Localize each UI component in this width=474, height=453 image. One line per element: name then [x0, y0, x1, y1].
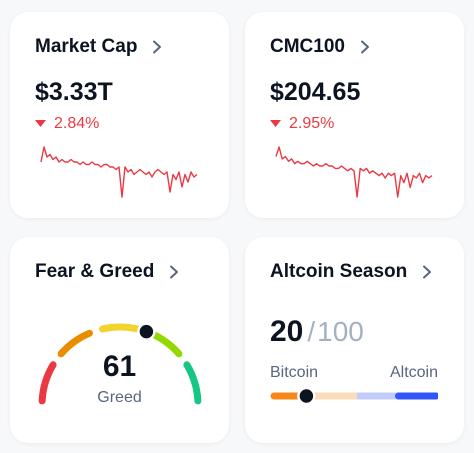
altcoin-season-header[interactable]: Altcoin Season — [270, 261, 433, 283]
chevron-right-icon[interactable] — [359, 40, 371, 54]
cmc100-change: 2.95% — [270, 115, 334, 133]
fear-greed-title: Fear & Greed — [35, 261, 155, 282]
altcoin-score: 20 / 100 — [270, 315, 364, 349]
altcoin-score-max: 100 — [317, 316, 364, 347]
altcoin-score-separator: / — [307, 316, 316, 347]
altcoin-season-bar — [270, 386, 438, 406]
cmc100-sparkline — [275, 146, 433, 198]
altcoin-indicator — [297, 386, 316, 406]
altcoin-season-card[interactable]: Altcoin Season 20 / 100 Bitcoin Altcoin — [245, 237, 464, 443]
fear-greed-header[interactable]: Fear & Greed — [35, 261, 180, 283]
market-cap-sparkline — [40, 146, 198, 198]
cmc100-header[interactable]: CMC100 — [270, 36, 371, 58]
gauge-indicator — [137, 322, 156, 341]
cmc100-value: $204.65 — [270, 78, 361, 106]
cmc100-sparkline-line — [275, 146, 433, 198]
bitcoin-label: Bitcoin — [270, 364, 319, 381]
market-cap-sparkline-line — [40, 146, 198, 198]
cmc100-title: CMC100 — [270, 36, 345, 57]
gauge-segment-neutral — [99, 323, 141, 333]
fear-greed-label: Greed — [97, 389, 142, 406]
fear-greed-value: 61 — [102, 350, 137, 383]
gauge-segment-fear — [57, 329, 93, 358]
cmc100-card[interactable]: CMC100 $204.65 2.95% — [245, 12, 464, 218]
chevron-right-icon[interactable] — [421, 265, 433, 279]
fear-greed-card[interactable]: Fear & Greed 61 Greed — [10, 237, 229, 443]
market-cap-value: $3.33T — [35, 78, 113, 106]
gauge-segment-extreme-fear — [38, 361, 57, 405]
gauge-segment-extreme-greed — [183, 361, 202, 405]
fear-greed-gauge — [38, 322, 202, 405]
altcoin-label: Altcoin — [389, 364, 438, 381]
market-cap-change: 2.84% — [35, 115, 99, 133]
caret-down-icon — [35, 120, 46, 127]
chevron-right-icon[interactable] — [168, 265, 180, 279]
market-cap-change-value: 2.84% — [54, 115, 100, 132]
market-cap-header[interactable]: Market Cap — [35, 36, 163, 58]
caret-down-icon — [270, 120, 281, 127]
cmc100-change-value: 2.95% — [289, 115, 335, 132]
market-cap-card[interactable]: Market Cap $3.33T 2.84% — [10, 12, 229, 218]
market-cap-title: Market Cap — [35, 36, 138, 57]
altcoin-score-value: 20 — [270, 315, 304, 348]
chevron-right-icon[interactable] — [151, 40, 163, 54]
altcoin-season-title: Altcoin Season — [270, 261, 408, 282]
